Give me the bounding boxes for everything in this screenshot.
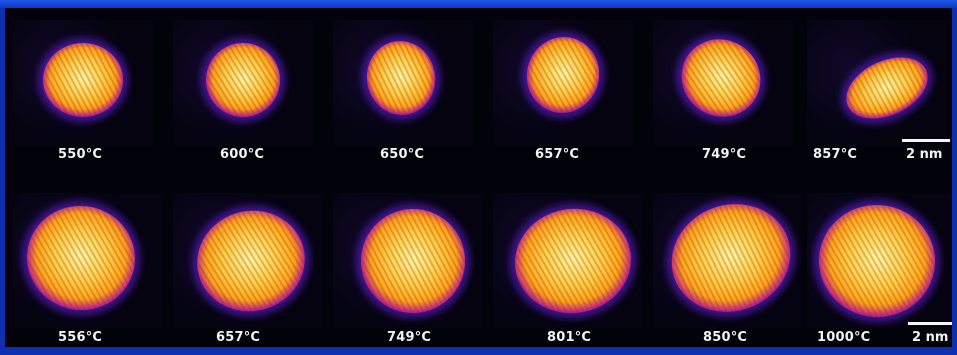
temperature-label: 1000°C [817,330,871,345]
particle-svg [656,193,803,328]
temperature-label: 657°C [216,330,261,345]
particle-lattice [656,193,803,328]
temperature-label: 650°C [380,147,425,162]
temperature-label: 657°C [535,147,580,162]
particle-svg [666,23,776,133]
temperature-label: 600°C [220,147,265,162]
temperature-label: 749°C [702,147,747,162]
temperature-label: 556°C [58,330,103,345]
panel-row2-4 [493,193,643,328]
particle-svg [518,28,608,122]
panel-row1-3 [333,20,473,145]
scale-bar-label: 2 nm [912,330,949,345]
particle-svg [195,32,291,128]
panel-row2-5 [653,193,803,328]
panel-row1-4 [493,20,633,145]
nanoparticle-figure: 550°C 600°C 650°C 657°C 749°C 857°C 2 nm… [5,8,952,347]
panel-row2-3 [333,193,483,328]
particle-lattice [508,201,638,321]
panel-row1-1 [13,20,153,145]
panel-row1-5 [653,20,793,145]
particle-lattice [518,28,608,122]
scale-bar [902,139,950,142]
particle-svg [346,194,480,328]
scale-bar [908,322,952,325]
top-frame-bar [0,0,957,8]
particle-svg [18,197,144,319]
panel-row2-2 [173,193,323,328]
particle-svg [361,35,441,121]
particle-svg [185,198,317,324]
scale-bar-label: 2 nm [906,147,943,162]
panel-row2-6 [807,193,952,328]
right-frame-bar [952,8,957,347]
temperature-label: 550°C [58,147,103,162]
temperature-label: 850°C [703,330,748,345]
particle-svg [508,201,638,321]
particle-svg [814,199,940,323]
particle-lattice [43,43,123,117]
temperature-label: 801°C [547,330,592,345]
left-frame-bar [0,8,5,347]
particle-lattice [814,200,940,322]
bottom-frame-bar [0,347,957,355]
panel-row2-1 [13,193,163,328]
temperature-label: 857°C [813,147,858,162]
panel-row1-6 [807,20,947,145]
particle-lattice [836,45,938,131]
particle-lattice [346,194,480,328]
temperature-label: 749°C [387,330,432,345]
panel-row1-2 [173,20,313,145]
particle-svg [38,38,128,122]
particle-svg [836,45,938,131]
particle-lattice [18,197,144,319]
